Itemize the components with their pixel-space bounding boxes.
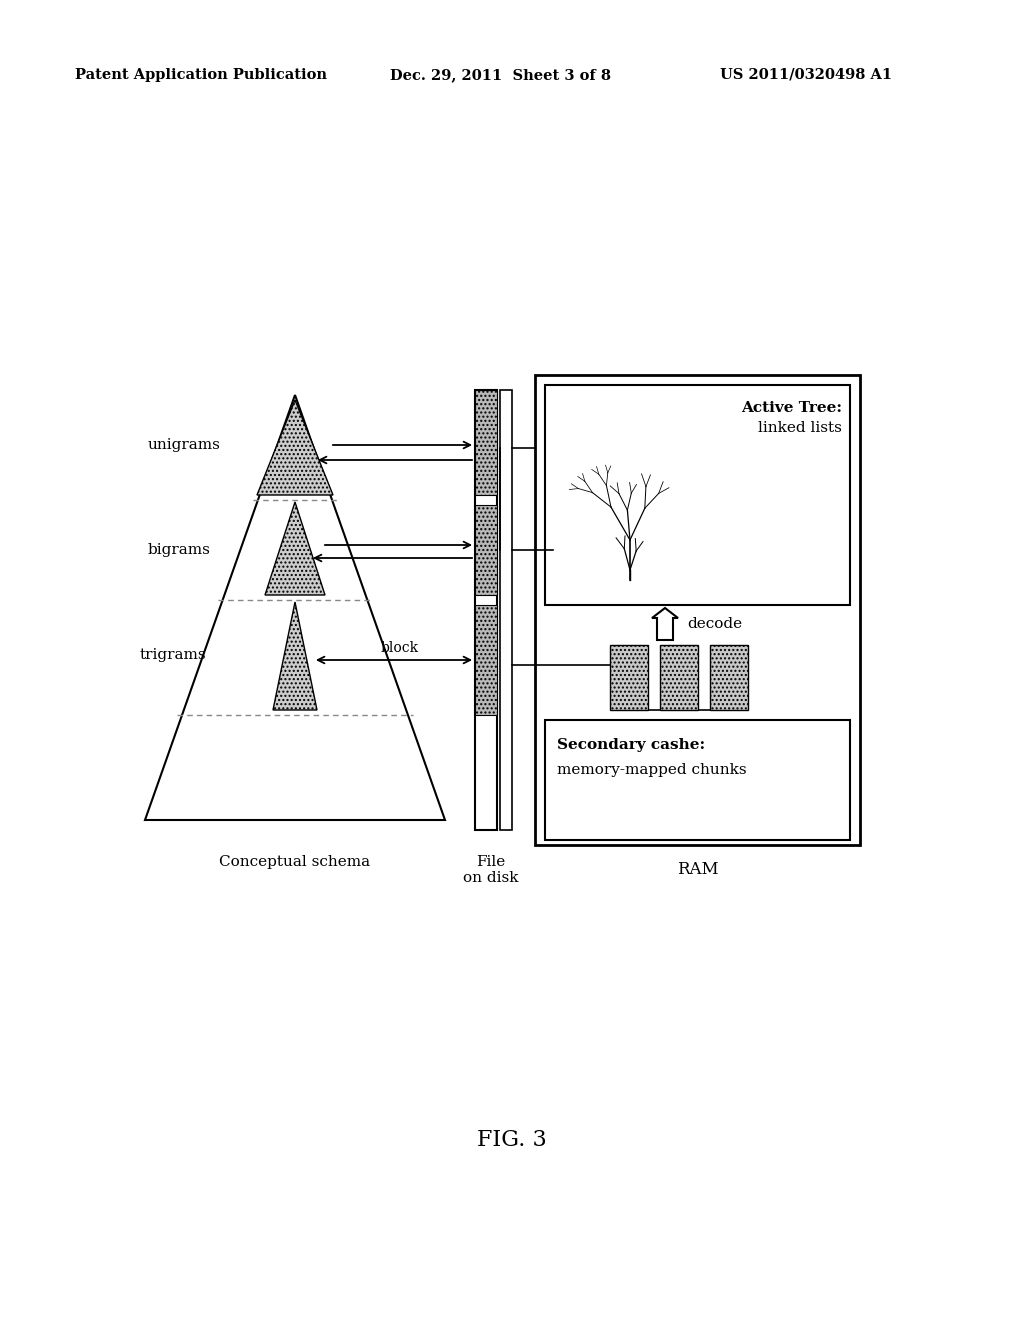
Bar: [475, 389, 497, 830]
Bar: [475, 389, 497, 495]
Polygon shape: [273, 602, 317, 710]
Text: Patent Application Publication: Patent Application Publication: [75, 69, 327, 82]
Text: bigrams: bigrams: [148, 543, 211, 557]
Text: block: block: [381, 642, 419, 655]
Text: memory-mapped chunks: memory-mapped chunks: [557, 763, 746, 777]
Text: linked lists: linked lists: [758, 421, 842, 436]
Bar: [545, 719, 850, 840]
Bar: [545, 385, 850, 605]
Bar: [475, 605, 497, 715]
Bar: [475, 506, 497, 595]
Text: US 2011/0320498 A1: US 2011/0320498 A1: [720, 69, 892, 82]
Bar: [500, 389, 512, 830]
Bar: [535, 375, 860, 845]
Polygon shape: [265, 502, 325, 595]
Bar: [660, 645, 698, 710]
Text: RAM: RAM: [677, 862, 718, 879]
Text: Active Tree:: Active Tree:: [741, 401, 842, 414]
Bar: [610, 645, 648, 710]
Text: decode: decode: [687, 616, 742, 631]
Bar: [710, 645, 748, 710]
Text: Dec. 29, 2011  Sheet 3 of 8: Dec. 29, 2011 Sheet 3 of 8: [390, 69, 611, 82]
Text: unigrams: unigrams: [148, 438, 221, 451]
Text: Conceptual schema: Conceptual schema: [219, 855, 371, 869]
Polygon shape: [257, 400, 333, 495]
Text: Secondary cashe:: Secondary cashe:: [557, 738, 706, 752]
FancyArrow shape: [652, 609, 678, 640]
Text: FIG. 3: FIG. 3: [477, 1129, 547, 1151]
Text: trigrams: trigrams: [140, 648, 207, 663]
Text: File
on disk: File on disk: [463, 855, 519, 886]
